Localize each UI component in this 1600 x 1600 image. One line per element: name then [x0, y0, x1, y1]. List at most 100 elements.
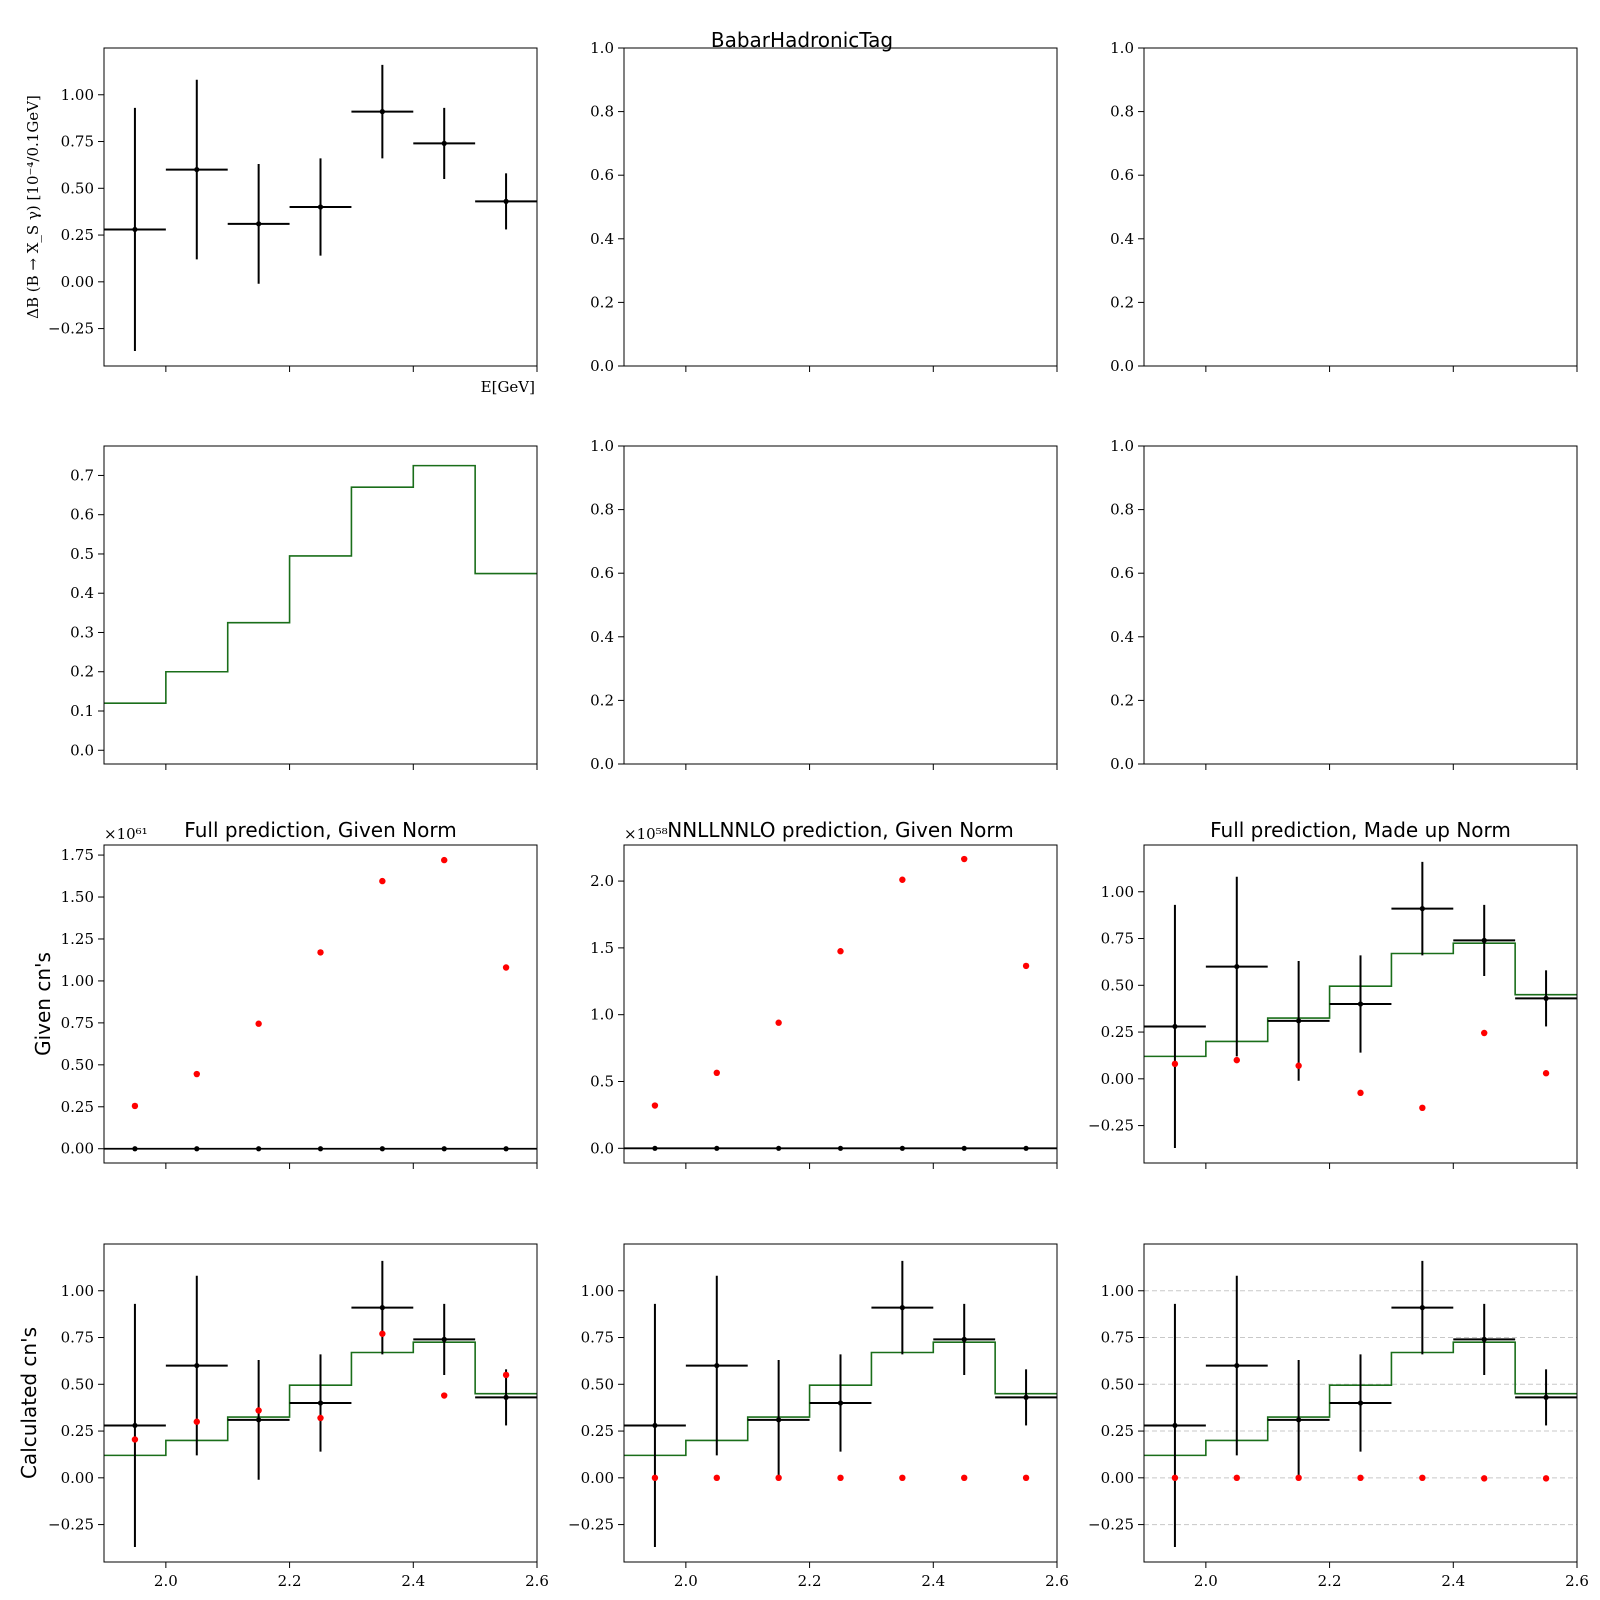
prediction-point [961, 855, 968, 863]
subplot-11: −0.25 0.00 0.25 0.50 0.75 1.00 2.0 2.2 2.4 2.6 [568, 1243, 1069, 1590]
y-tick-label: 0.75 [61, 1329, 94, 1347]
y-tick-label: −0.25 [568, 1516, 614, 1534]
axes-frame [1143, 47, 1578, 367]
y-tick-label: 0.7 [70, 466, 94, 484]
data-point [714, 1362, 720, 1369]
x-axis-label: E[GeV] [481, 378, 535, 396]
y-tick-label: 0.0 [590, 1139, 614, 1157]
data-point [503, 1394, 509, 1400]
y-tick-label: 1.0 [590, 39, 614, 57]
data-point [1234, 963, 1240, 970]
y-tick-label: 0.75 [61, 133, 94, 151]
y-tick-label: 0.2 [1110, 691, 1134, 709]
data-point [1234, 1362, 1240, 1369]
y-tick-label: 0.5 [590, 1072, 614, 1090]
prediction-point [1022, 962, 1030, 970]
prediction-point [1022, 1474, 1030, 1482]
y-tick-label: 0.2 [1110, 293, 1134, 311]
y-tick-label: 1.00 [61, 972, 94, 990]
prediction-point [713, 1069, 720, 1077]
y-tick-label: 0.0 [1110, 755, 1134, 773]
y-tick-label: 1.75 [61, 846, 94, 864]
prediction-point [1481, 1029, 1488, 1037]
x-tick-label: 2.2 [798, 1572, 822, 1590]
data-point [1419, 1305, 1425, 1311]
x-tick-label: 2.2 [278, 1572, 302, 1590]
y-tick-label: 0.00 [581, 1469, 614, 1487]
y-tick-label: 0.00 [1101, 1469, 1134, 1487]
axes-frame [103, 47, 538, 367]
y-tick-label: 0.4 [1110, 628, 1134, 646]
y-tick-label: 1.00 [1101, 1282, 1134, 1300]
prediction-point [775, 1019, 782, 1026]
prediction-point [651, 1474, 659, 1482]
subplot-3: 0.0 0.2 0.4 0.6 0.8 1.0 [1110, 39, 1578, 375]
y-tick-label: 0.4 [1110, 230, 1134, 248]
y-tick-label: 0.6 [590, 166, 614, 184]
y-tick-label: 0.75 [581, 1329, 614, 1347]
y-tick-label: 0.8 [590, 103, 614, 121]
data-point [652, 1145, 658, 1151]
data-point [837, 1400, 844, 1406]
data-point [503, 198, 509, 204]
subplot-title: NNLLNNLO prediction, Given Norm [667, 818, 1014, 842]
axes-frame [1143, 445, 1578, 765]
data-point [899, 1305, 905, 1311]
y-tick-label: 1.00 [1101, 883, 1134, 901]
prediction-point [1357, 1089, 1364, 1097]
data-point [1481, 1336, 1487, 1342]
data-point [1023, 1394, 1029, 1400]
y-axis-label: Calculated cn's [17, 1327, 41, 1479]
y-tick-label: 0.4 [590, 230, 614, 248]
data-point [379, 109, 385, 115]
data-point [256, 221, 262, 227]
x-tick-label: 2.0 [674, 1572, 698, 1590]
y-tick-label: 1.0 [1110, 437, 1134, 455]
prediction-point [713, 1474, 720, 1482]
data-point [317, 1400, 324, 1406]
y-tick-label: 1.00 [61, 86, 94, 104]
data-point [837, 1145, 844, 1151]
offset-text: ×10⁵⁸ [624, 825, 668, 843]
data-point [379, 1146, 385, 1152]
x-tick-label: 2.0 [154, 1572, 178, 1590]
y-tick-label: −0.25 [48, 1516, 94, 1534]
prediction-point [441, 1392, 448, 1399]
y-tick-label: 0.50 [61, 179, 94, 197]
prediction-point [651, 1102, 659, 1109]
prediction-point [1233, 1474, 1240, 1482]
y-tick-label: 0.0 [70, 741, 94, 759]
prediction-point [1419, 1104, 1426, 1112]
axes-frame [103, 1243, 538, 1563]
x-tick-label: 2.2 [1318, 1572, 1342, 1590]
data-point [652, 1422, 658, 1429]
y-tick-label: 0.25 [61, 1422, 94, 1440]
y-tick-label: 0.0 [1110, 357, 1134, 375]
y-tick-label: 0.25 [61, 226, 94, 244]
data-point [961, 1336, 967, 1342]
data-point [441, 1336, 447, 1342]
subplot-9: −0.25 0.00 0.25 0.50 0.75 1.00 Full prediction… [1088, 818, 1578, 1169]
prediction-point [775, 1474, 782, 1482]
y-tick-label: 0.00 [1101, 1070, 1134, 1088]
subplot-2: 0.0 0.2 0.4 0.6 0.8 1.0 [590, 39, 1058, 375]
data-point [776, 1417, 782, 1423]
y-tick-label: 1.00 [61, 1282, 94, 1300]
data-point [194, 1362, 200, 1369]
prediction-point [1481, 1475, 1488, 1482]
y-tick-label: 0.3 [70, 623, 94, 641]
y-tick-label: 0.50 [61, 1375, 94, 1393]
y-tick-label: 0.25 [1101, 1422, 1134, 1440]
axes-frame [1143, 844, 1578, 1164]
y-axis-label: ΔB (B → X_S γ) [10⁻⁴/0.1GeV] [24, 95, 42, 319]
subplot-10: −0.25 0.00 0.25 0.50 0.75 1.00 2.0 2.2 2.4 2.6 Cal… [17, 1243, 549, 1590]
data-point [256, 1417, 262, 1423]
y-tick-label: 0.0 [590, 357, 614, 375]
prediction-point [255, 1407, 262, 1414]
y-tick-label: 0.00 [61, 273, 94, 291]
x-tick-label: 2.6 [525, 1572, 549, 1590]
data-point [317, 204, 324, 210]
axes-frame [103, 445, 538, 765]
y-tick-label: 0.8 [590, 501, 614, 519]
